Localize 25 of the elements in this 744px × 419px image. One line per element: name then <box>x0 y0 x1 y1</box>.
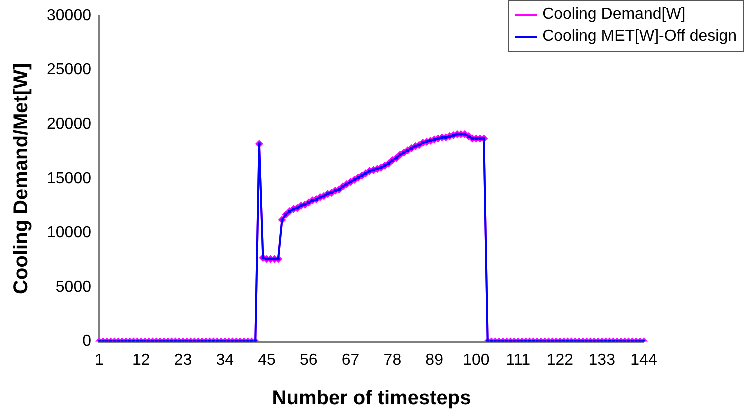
y-tick-label: 10000 <box>46 224 92 242</box>
y-tick-label: 5000 <box>56 278 92 296</box>
y-tick-label: 20000 <box>46 116 92 134</box>
y-tick-label: 30000 <box>46 7 92 24</box>
x-tick-label: 23 <box>174 352 192 369</box>
x-tick-label: 89 <box>426 352 444 369</box>
x-tick-label: 67 <box>342 352 360 369</box>
x-axis-title: Number of timesteps <box>272 388 472 410</box>
x-tick-label: 78 <box>384 352 402 369</box>
y-tick-label: 15000 <box>46 170 92 188</box>
x-tick-label: 12 <box>132 352 150 369</box>
legend-label: Cooling Demand[W] <box>542 6 686 24</box>
x-tick-label: 45 <box>258 352 276 369</box>
y-tick-label: 25000 <box>46 62 92 79</box>
x-tick-label: 100 <box>463 352 490 369</box>
x-tick-label: 1 <box>95 352 104 369</box>
x-tick-label: 56 <box>300 352 318 369</box>
x-tick-label: 122 <box>546 352 574 369</box>
x-tick-label: 144 <box>630 352 658 369</box>
x-tick-label: 34 <box>216 352 234 369</box>
legend-label: Cooling MET[W]-Off design <box>542 28 737 46</box>
y-axis-title: Cooling Demand/Met[W] <box>10 63 33 294</box>
x-tick-label: 111 <box>506 352 531 369</box>
x-tick-label: 133 <box>588 352 616 369</box>
y-tick-label: 0 <box>82 333 92 350</box>
